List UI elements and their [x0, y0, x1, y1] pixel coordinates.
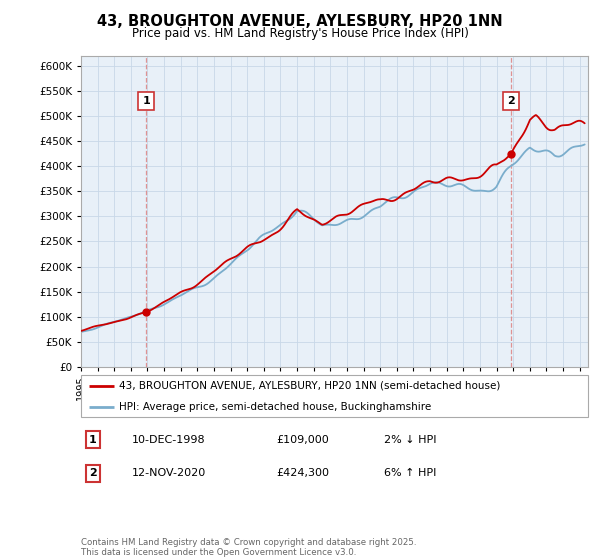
Text: 2% ↓ HPI: 2% ↓ HPI [384, 435, 437, 445]
Text: HPI: Average price, semi-detached house, Buckinghamshire: HPI: Average price, semi-detached house,… [119, 402, 431, 412]
Text: 12-NOV-2020: 12-NOV-2020 [132, 468, 206, 478]
Text: 43, BROUGHTON AVENUE, AYLESBURY, HP20 1NN (semi-detached house): 43, BROUGHTON AVENUE, AYLESBURY, HP20 1N… [119, 381, 500, 391]
Text: Price paid vs. HM Land Registry's House Price Index (HPI): Price paid vs. HM Land Registry's House … [131, 27, 469, 40]
Text: 1: 1 [89, 435, 97, 445]
Text: 10-DEC-1998: 10-DEC-1998 [132, 435, 206, 445]
Text: 2: 2 [89, 468, 97, 478]
FancyBboxPatch shape [81, 375, 588, 417]
Text: £424,300: £424,300 [276, 468, 329, 478]
Text: Contains HM Land Registry data © Crown copyright and database right 2025.
This d: Contains HM Land Registry data © Crown c… [81, 538, 416, 557]
Text: 43, BROUGHTON AVENUE, AYLESBURY, HP20 1NN: 43, BROUGHTON AVENUE, AYLESBURY, HP20 1N… [97, 14, 503, 29]
Text: 6% ↑ HPI: 6% ↑ HPI [384, 468, 436, 478]
Text: £109,000: £109,000 [276, 435, 329, 445]
Text: 2: 2 [507, 96, 515, 106]
Text: 1: 1 [142, 96, 150, 106]
